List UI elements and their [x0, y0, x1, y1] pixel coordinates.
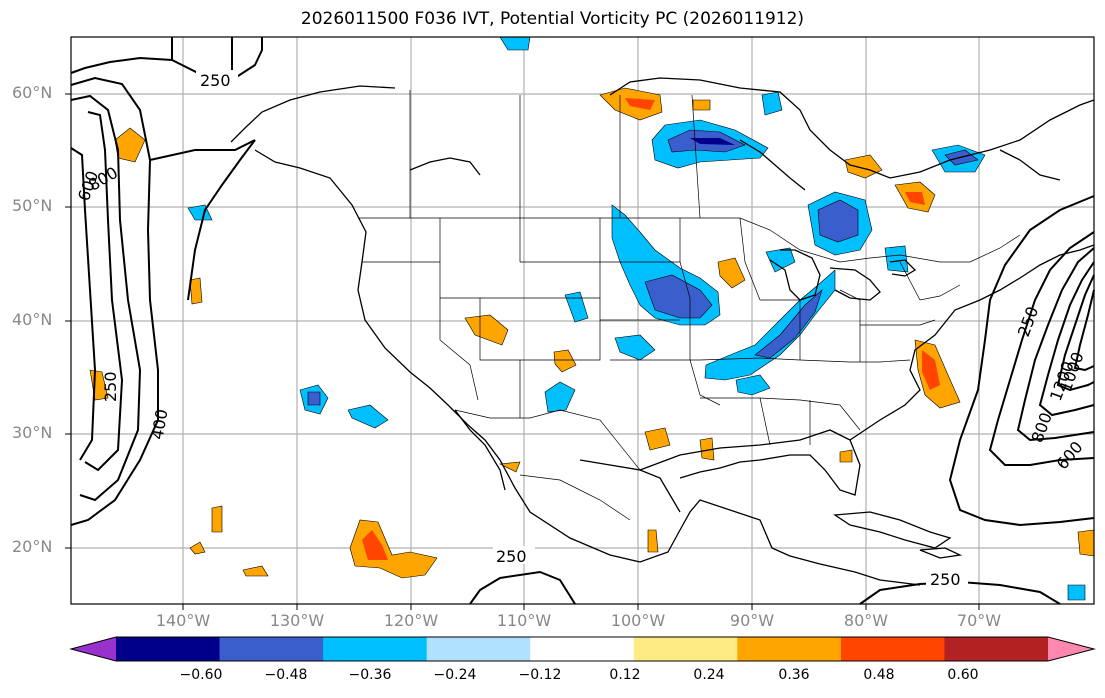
lon-label: 120°W [383, 611, 439, 630]
colorbar-tick-label: 0.48 [863, 667, 895, 683]
coastlines [230, 77, 1095, 586]
colorbar-segment [840, 637, 945, 661]
lon-label: 70°W [956, 611, 1002, 630]
map-title: 2026011500 F036 IVT, Potential Vorticity… [300, 9, 805, 29]
colorbar-segment [737, 637, 842, 661]
pv-negative-shading [187, 36, 1086, 601]
political-borders [358, 90, 1021, 521]
colorbar-tick-label: −0.36 [348, 667, 392, 683]
colorbar-segment [530, 637, 635, 661]
colorbar-tick-label: −0.60 [179, 667, 223, 683]
colorbar-segment [116, 637, 221, 661]
colorbar-extend-max [1048, 637, 1094, 661]
ivt-contours [70, 37, 1095, 605]
contour-label: 250 [101, 371, 120, 402]
lon-label: 140°W [155, 611, 211, 630]
lat-label: 60°N [12, 83, 53, 102]
colorbar-segment [633, 637, 738, 661]
colorbar-tick-label: −0.48 [264, 667, 308, 683]
colorbar-extend-min [71, 637, 116, 661]
graticule [71, 37, 1094, 604]
lon-label: 100°W [610, 611, 666, 630]
colorbar-tick-label: 0.60 [947, 667, 979, 683]
colorbar-tick-label: −0.24 [433, 667, 477, 683]
lat-label: 30°N [12, 423, 53, 442]
contour-label: 250 [930, 570, 961, 589]
colorbar-segment [219, 637, 324, 661]
lon-label: 80°W [843, 611, 889, 630]
colorbar-tick-label: −0.12 [518, 667, 562, 683]
colorbar-tick-label: 0.24 [693, 667, 725, 683]
lat-label: 20°N [12, 537, 53, 556]
lon-label: 110°W [496, 611, 552, 630]
colorbar [69, 636, 1096, 662]
lon-label: 90°W [729, 611, 775, 630]
colorbar-segment [323, 637, 428, 661]
axis-ticks [65, 93, 980, 610]
contour-label: 250 [200, 71, 231, 90]
colorbar-tick-label: 0.12 [609, 667, 641, 683]
colorbar-outline [69, 636, 1096, 662]
colorbar-tick-label: 0.36 [778, 667, 810, 683]
lon-label: 130°W [269, 611, 325, 630]
lat-label: 40°N [12, 310, 53, 329]
contour-label: 250 [496, 547, 527, 566]
colorbar-segment [426, 637, 531, 661]
lat-label: 50°N [12, 196, 53, 215]
colorbar-segment [944, 637, 1049, 661]
